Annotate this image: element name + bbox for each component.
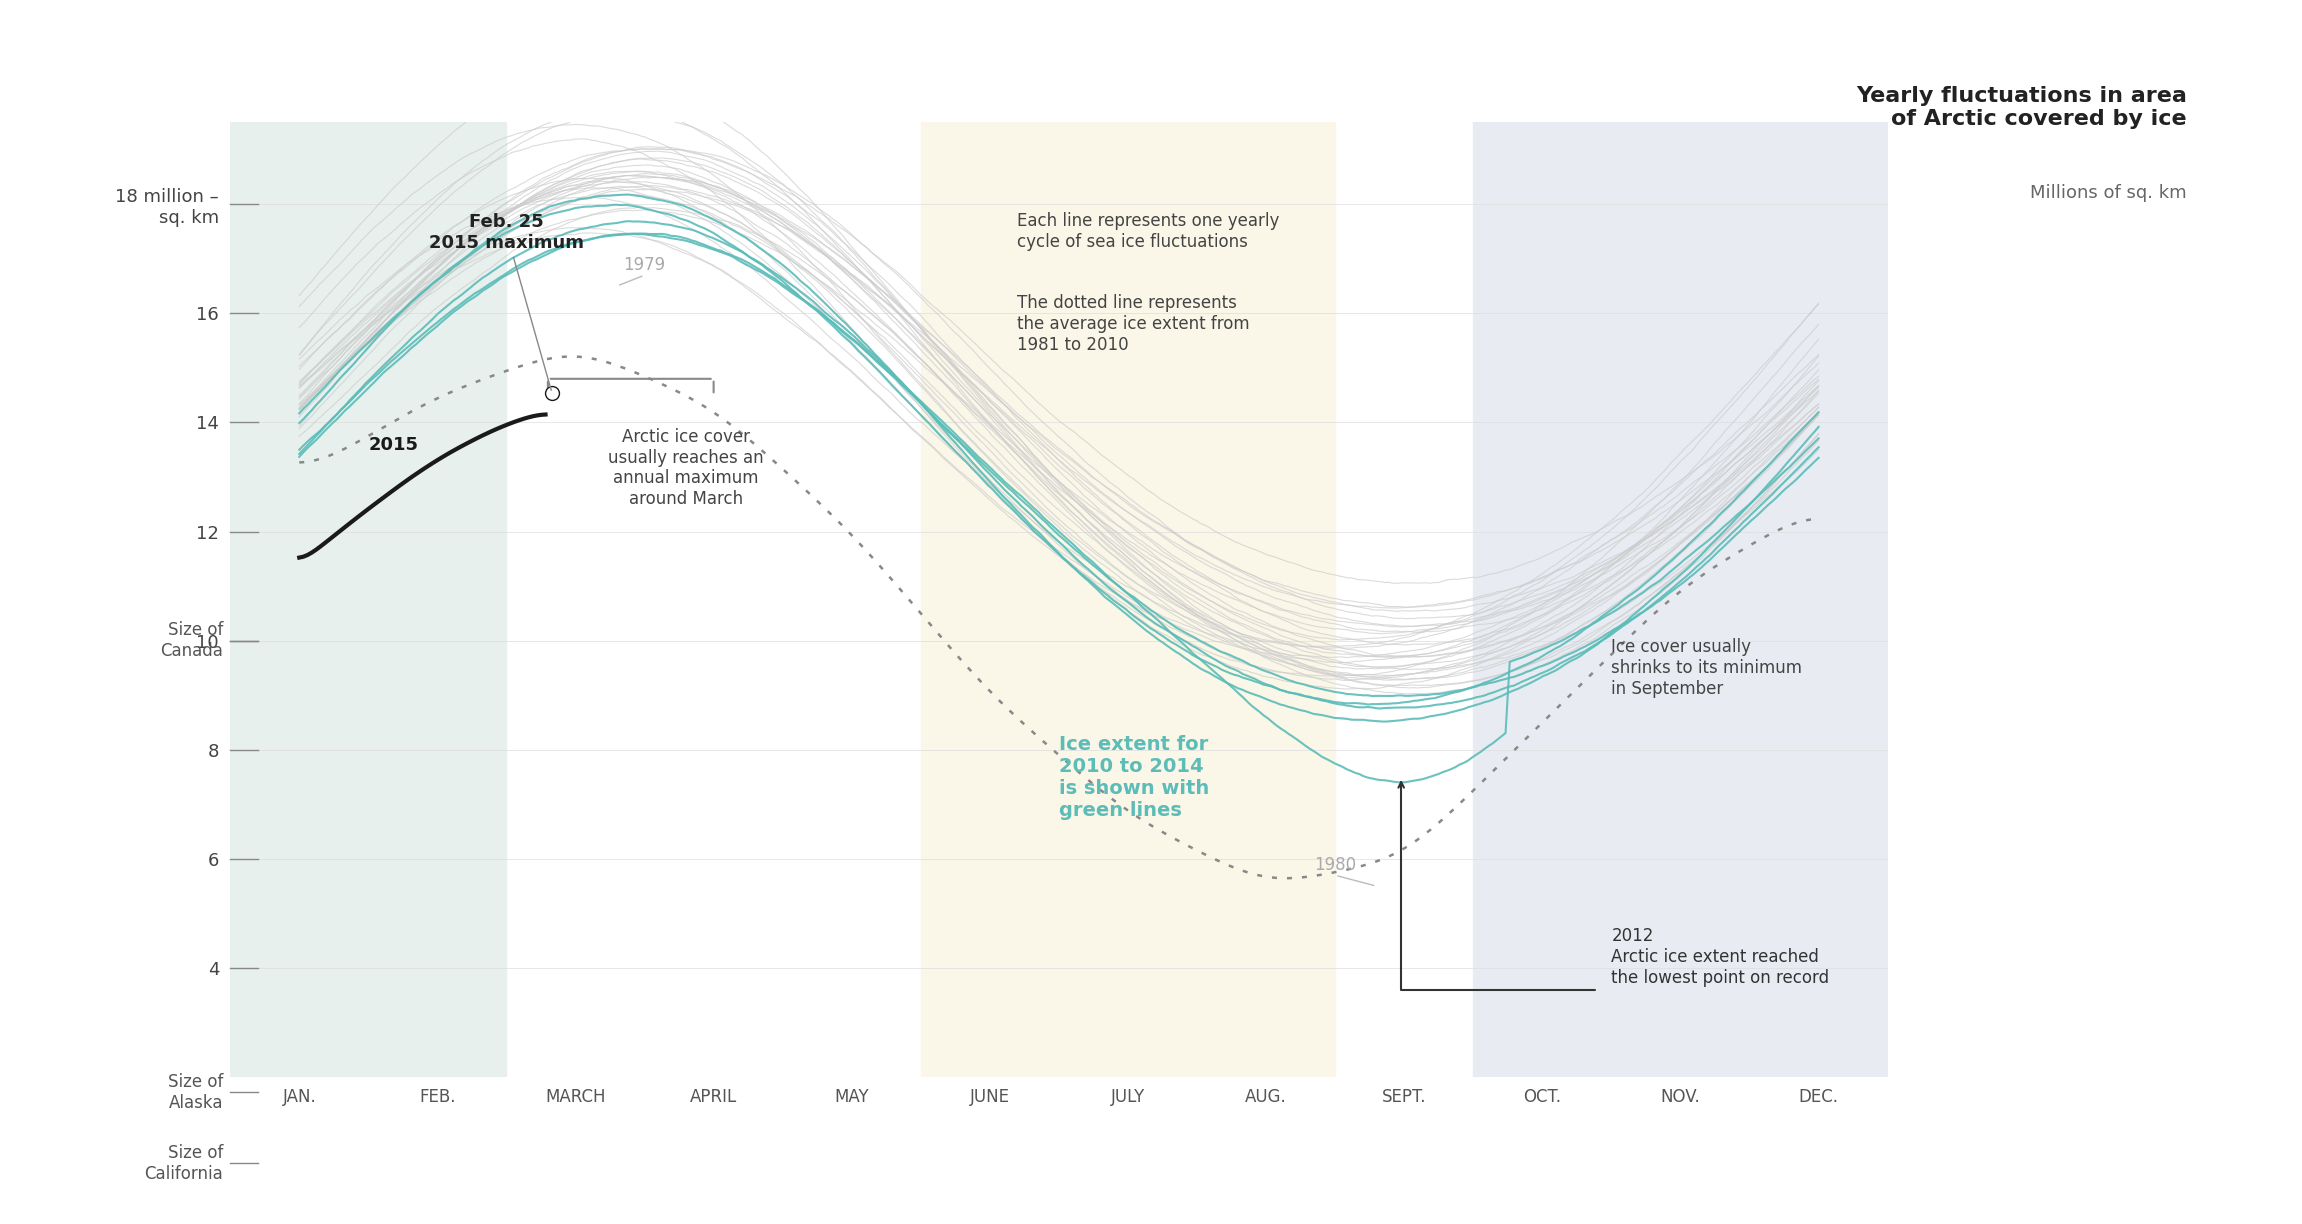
Text: Each line represents one yearly
cycle of sea ice fluctuations: Each line represents one yearly cycle of… (1017, 212, 1280, 251)
Text: 1980: 1980 (1314, 856, 1356, 874)
Text: 2012
Arctic ice extent reached
the lowest point on record: 2012 Arctic ice extent reached the lowes… (1611, 928, 1830, 987)
Text: 2015: 2015 (368, 436, 419, 454)
Text: Size of
Canada: Size of Canada (161, 622, 223, 660)
Text: 1979: 1979 (624, 256, 665, 274)
Bar (921, 122, 1335, 1077)
Text: Feb. 25
2015 maximum: Feb. 25 2015 maximum (428, 213, 585, 390)
Text: Arctic ice cover
usually reaches an
annual maximum
around March: Arctic ice cover usually reaches an annu… (608, 428, 764, 508)
Text: The dotted line represents
the average ice extent from
1981 to 2010: The dotted line represents the average i… (1017, 295, 1250, 354)
Text: Ice extent for
2010 to 2014
is shown with
green lines: Ice extent for 2010 to 2014 is shown wit… (1059, 734, 1209, 820)
Text: Millions of sq. km: Millions of sq. km (2030, 184, 2187, 202)
Bar (1473, 122, 1888, 1077)
Text: Size of
California: Size of California (145, 1144, 223, 1182)
Bar (230, 122, 506, 1077)
Text: Size of
Alaska: Size of Alaska (168, 1073, 223, 1111)
Text: Yearly fluctuations in area
of Arctic covered by ice: Yearly fluctuations in area of Arctic co… (1855, 86, 2187, 129)
Text: Ice cover usually
shrinks to its minimum
in September: Ice cover usually shrinks to its minimum… (1611, 638, 1802, 698)
